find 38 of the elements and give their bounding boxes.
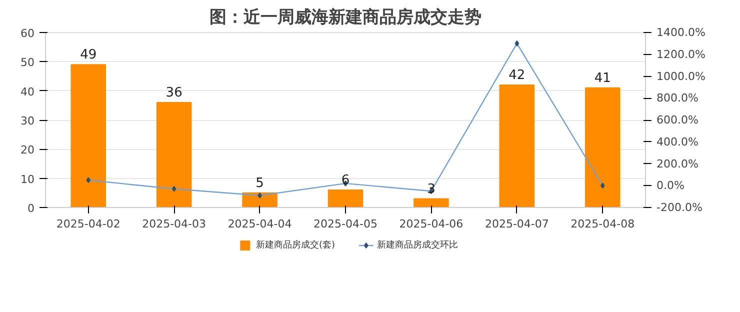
y-tick-label: 10 xyxy=(20,172,35,186)
y-tick-label: 30 xyxy=(20,114,35,128)
legend-label: 新建商品房成交环比 xyxy=(377,240,458,250)
data-label: 5 xyxy=(256,176,264,191)
bar xyxy=(328,190,364,208)
y2-tick-label: 400.0% xyxy=(656,135,698,148)
bar xyxy=(242,192,278,208)
y2-tick-label: 200.0% xyxy=(656,157,698,170)
y-tick-label: 0 xyxy=(28,202,34,215)
x-tick-label: 2025-04-04 xyxy=(228,218,292,230)
data-label: 49 xyxy=(80,48,97,63)
y-tick-label: 40 xyxy=(20,85,35,98)
data-label: 36 xyxy=(166,86,182,100)
y-tick-label: 60 xyxy=(20,27,35,40)
bar xyxy=(414,198,449,208)
x-tick-label: 2025-04-02 xyxy=(56,218,120,230)
y2-tick-label: 800.0% xyxy=(656,92,698,105)
x-tick-label: 2025-04-03 xyxy=(142,218,206,230)
y-tick-label: 50 xyxy=(20,56,35,70)
x-tick-label: 2025-04-08 xyxy=(570,218,635,230)
y2-tick-label: 1400.0% xyxy=(656,26,706,39)
y2-tick-label: 1200.0% xyxy=(656,48,706,61)
x-tick-label: 2025-04-05 xyxy=(314,218,378,230)
bar xyxy=(156,102,192,208)
legend-label: 新建商品房成交(套) xyxy=(256,240,336,250)
bar xyxy=(585,87,620,208)
y2-tick-label: -200.0% xyxy=(656,201,702,214)
data-label: 42 xyxy=(508,68,526,83)
y-tick-label: 20 xyxy=(20,144,35,157)
chart-title: 图：近一周威海新建商品房成交走势 xyxy=(210,8,482,28)
bar xyxy=(70,64,106,208)
y2-tick-label: 1000.0% xyxy=(656,70,706,83)
x-tick-label: 2025-04-06 xyxy=(399,218,464,230)
bar xyxy=(499,84,535,208)
y2-tick-label: 0.0% xyxy=(656,179,684,192)
y2-tick-label: 600.0% xyxy=(656,114,698,126)
data-label: 41 xyxy=(594,70,611,86)
x-tick-label: 2025-04-07 xyxy=(484,218,549,230)
